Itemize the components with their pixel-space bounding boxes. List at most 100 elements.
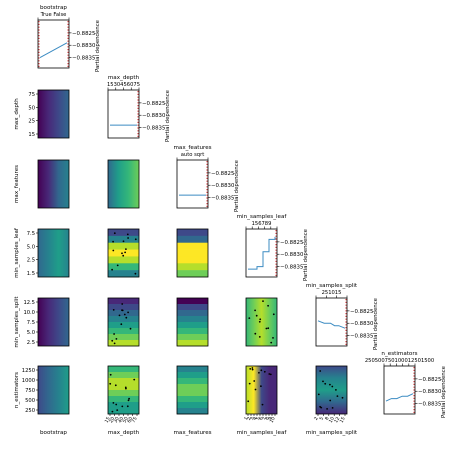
sample-point (116, 264, 119, 267)
contour-band (108, 402, 139, 409)
top-tick-labels: 251015 (322, 290, 342, 296)
sample-point (112, 240, 114, 243)
top-tick-labels: True False (40, 12, 67, 18)
pd-axis-label: Partial dependence (95, 19, 101, 72)
sample-point (251, 368, 254, 371)
contour-fill (316, 366, 347, 414)
sample-point (125, 387, 127, 390)
sample-point (120, 323, 123, 326)
pd-tick-label: −0.8825 (418, 377, 441, 383)
y-tick-label: 10.0 (23, 310, 35, 316)
contour-band (108, 270, 139, 278)
contour-band (177, 378, 208, 385)
contour-band (177, 322, 208, 329)
sample-point (112, 249, 115, 252)
contour-fill (38, 229, 69, 277)
contour-band (177, 408, 208, 415)
pd-line-bootstrap (39, 42, 68, 59)
row-label-min_samples_leaf: min_samples_leaf (14, 227, 20, 278)
contour-band (177, 390, 208, 397)
contour-band (108, 328, 139, 335)
y-tick-label: 5.0 (27, 330, 35, 336)
y-tick-label: 1.5 (27, 271, 35, 277)
sample-point (326, 408, 328, 410)
sample-point (127, 399, 130, 402)
pd-tick-label: −0.8835 (142, 126, 165, 132)
pd-axes-max_depth (107, 89, 140, 139)
sample-point (336, 395, 339, 397)
pd-tick-label: −0.8835 (350, 334, 373, 340)
sample-point (260, 369, 263, 372)
sample-point (121, 309, 124, 312)
sample-point (128, 397, 131, 400)
x-tick-label: 10 (269, 416, 277, 424)
contour-axes (176, 228, 209, 278)
sample-point (331, 385, 334, 388)
sample-point (134, 272, 137, 275)
contour-band (177, 316, 208, 323)
pd-tick-label: −0.8835 (418, 402, 441, 408)
contour-fill (108, 160, 139, 208)
sample-point (125, 316, 128, 319)
plot-grid: −0.8825−0.8830−0.8835 Partial dependenceb… (14, 5, 447, 436)
x-tick-label: 75 (131, 416, 139, 424)
contour-axes (245, 365, 278, 415)
contour-axes (107, 297, 140, 347)
sample-point (251, 367, 254, 369)
sample-point (129, 327, 132, 330)
sample-point (124, 251, 126, 254)
pd-axes-max_features (176, 159, 209, 209)
x-tick-label: 7 (261, 416, 268, 422)
top-tick-labels: auto sqrt (181, 152, 205, 158)
sample-point (109, 373, 112, 376)
sample-point (133, 378, 136, 381)
row-label-n_estimators: n_estimators (14, 372, 20, 408)
x-axis-label-min_samples_split: min_samples_split (306, 430, 358, 436)
pd-axis-label: Partial dependence (165, 89, 171, 142)
sample-point (331, 407, 334, 409)
sample-point (125, 248, 127, 251)
y-tick-label: 500 (25, 398, 35, 404)
col-title-max_depth: max_depth (108, 75, 140, 81)
col-title-min_samples_split: min_samples_split (306, 283, 358, 289)
contour-axes (107, 228, 140, 278)
contour-band (108, 263, 139, 271)
sample-point (263, 370, 266, 373)
sample-point (109, 382, 112, 385)
sample-point (111, 268, 113, 271)
contour-band (177, 310, 208, 317)
x-tick-label: 9 (267, 416, 274, 422)
contour-band (177, 372, 208, 379)
x-tick-label: 50 (122, 416, 130, 424)
x-tick-label: 20 (108, 416, 116, 424)
x-tick-label: 40 (117, 416, 125, 424)
pd-tick-label: −0.8830 (280, 252, 304, 258)
contour-fill (38, 366, 69, 414)
y-tick-label: 15 (28, 132, 35, 138)
x-tick-label: 8 (324, 416, 331, 422)
sample-point (319, 370, 322, 372)
sample-point (255, 314, 258, 317)
contour-band (177, 263, 208, 271)
contour-band (108, 242, 139, 250)
contour-band (108, 384, 139, 391)
contour-band (108, 316, 139, 323)
sample-point (118, 314, 121, 317)
y-tick-label: 1000 (22, 378, 35, 384)
contour-band (108, 304, 139, 311)
contour-band (177, 235, 208, 244)
contour-band (108, 340, 139, 347)
contour-band (108, 408, 139, 415)
y-tick-label: 25 (28, 119, 35, 125)
sample-point (248, 382, 251, 385)
contour-band (177, 396, 208, 403)
x-tick-label: 3 (249, 416, 256, 422)
x-tick-label: 60 (126, 416, 134, 424)
col-title-bootstrap: bootstrap (40, 5, 67, 11)
sample-point (127, 311, 129, 314)
pd-tick-label: −0.8835 (280, 265, 303, 271)
pd-axes-n_estimators (383, 365, 416, 415)
pd-line-n_estimators (385, 393, 414, 402)
pd-tick-label: −0.8825 (211, 171, 234, 177)
